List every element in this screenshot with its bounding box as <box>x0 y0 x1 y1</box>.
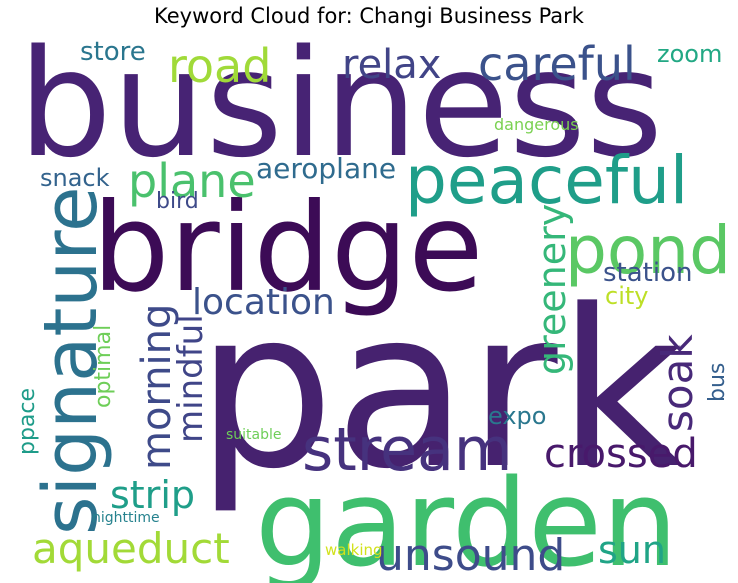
word-dangerous: dangerous <box>494 115 579 134</box>
word-location: location <box>192 282 335 323</box>
word-aeroplane: aeroplane <box>256 152 396 185</box>
word-strip: strip <box>110 473 195 517</box>
word-crossed: crossed <box>544 431 698 477</box>
word-soak: soak <box>653 334 702 432</box>
word-snack: snack <box>40 164 110 192</box>
word-morning: morning <box>134 304 180 470</box>
word-mindful: mindful <box>171 314 211 443</box>
word-bird: bird <box>156 189 199 214</box>
word-zoom: zoom <box>657 40 722 68</box>
word-pond: pond <box>565 212 731 289</box>
word-peaceful: peaceful <box>405 142 688 219</box>
word-store: store <box>80 37 146 67</box>
word-park: park <box>196 264 684 517</box>
word-plane: plane <box>128 154 256 208</box>
word-bus: bus <box>705 363 730 402</box>
word-signature: signature <box>28 186 114 535</box>
word-city: city <box>605 282 648 310</box>
word-road: road <box>168 39 271 93</box>
word-careful: careful <box>478 37 636 91</box>
word-unsound: unsound <box>376 530 565 581</box>
word-walking: walking <box>325 541 383 559</box>
word-expo: expo <box>488 402 546 430</box>
word-relax: relax <box>342 42 441 88</box>
word-ppace: ppace <box>15 388 40 455</box>
word-station: station <box>603 258 692 288</box>
word-optimal: optimal <box>91 325 116 408</box>
word-nighttime: nighttime <box>92 510 160 526</box>
word-garden: garden <box>255 455 678 583</box>
word-suitable: suitable <box>226 427 282 443</box>
word-sun: sun <box>598 528 666 572</box>
word-stream: stream <box>302 415 512 485</box>
word-business: business <box>18 18 663 190</box>
word-greenery: greenery <box>530 204 574 375</box>
word-aqueduct: aqueduct <box>32 524 230 573</box>
word-bridge: bridge <box>92 177 483 319</box>
chart-title: Keyword Cloud for: Changi Business Park <box>154 4 584 28</box>
